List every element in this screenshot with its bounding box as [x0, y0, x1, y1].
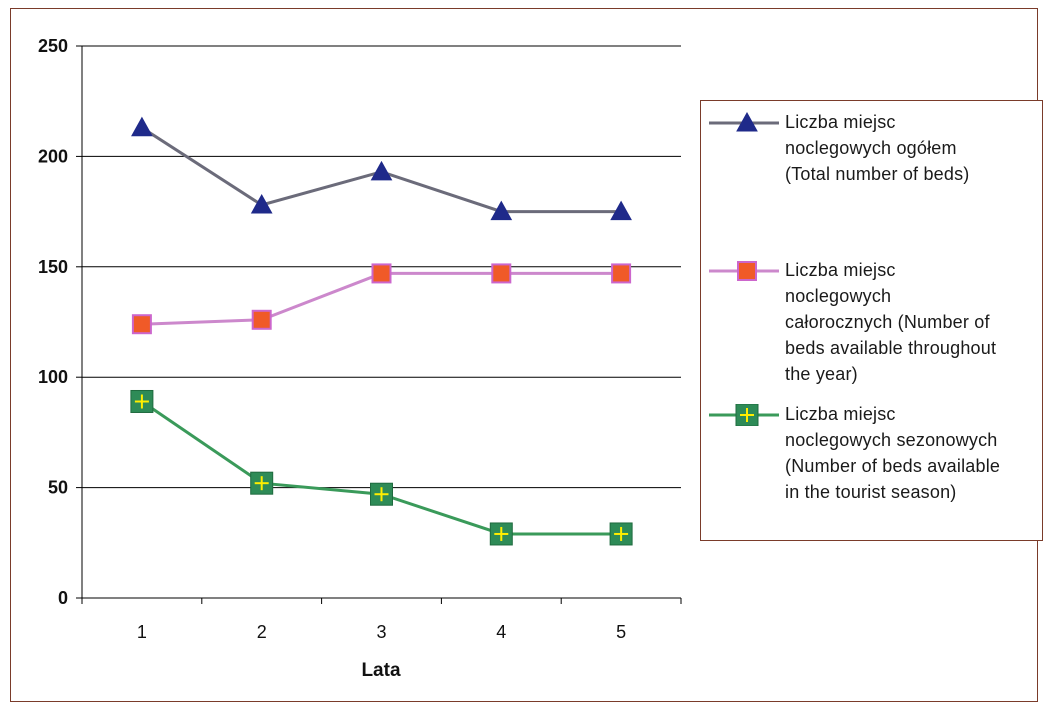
data-point	[609, 522, 633, 546]
legend-swatch-year-round	[709, 261, 779, 281]
y-tick-labels: 0 50 100 150 200 250	[38, 36, 68, 608]
data-point	[370, 482, 393, 506]
x-axis-title: Lata	[361, 660, 401, 681]
series-year-round	[131, 263, 632, 335]
series-line-seasonal	[141, 400, 622, 536]
axes	[76, 45, 682, 604]
legend-label-seasonal: Liczba miejsc noclegowych sezonowych (Nu…	[785, 404, 1001, 502]
data-point	[131, 314, 152, 335]
legend-label-total: Liczba miejsc noclegowych ogółem (Total …	[785, 112, 970, 184]
legend-swatch-total	[709, 112, 779, 132]
data-point	[130, 389, 154, 413]
data-point	[371, 263, 392, 284]
data-point	[370, 160, 393, 181]
data-point	[131, 116, 153, 137]
x-tick-label: 1	[137, 622, 147, 642]
y-tick-label: 100	[38, 367, 68, 387]
x-tick-label: 2	[257, 622, 267, 642]
data-point	[610, 200, 632, 221]
x-tick-label: 5	[616, 622, 626, 642]
series-total	[131, 116, 632, 221]
series-seasonal	[130, 389, 633, 546]
y-tick-label: 200	[38, 146, 68, 166]
legend-swatch-seasonal	[709, 404, 779, 426]
x-tick-labels: 1 2 3 4 5	[137, 622, 626, 642]
data-point	[250, 193, 273, 214]
data-point	[490, 200, 513, 221]
data-point	[611, 263, 632, 284]
legend-label-year-round: Liczba miejsc noclegowych całorocznych (…	[785, 260, 997, 384]
legend-marker	[737, 261, 757, 281]
grid-lines	[82, 45, 681, 489]
series	[130, 116, 633, 546]
x-tick-label: 4	[496, 622, 506, 642]
y-tick-label: 250	[38, 36, 68, 56]
legend-marker	[736, 112, 758, 132]
data-point	[489, 522, 513, 546]
data-point	[251, 309, 272, 330]
data-point	[491, 263, 512, 284]
legend-marker	[735, 404, 759, 426]
y-tick-label: 50	[48, 478, 68, 498]
legend: Liczba miejsc noclegowych ogółem (Total …	[700, 100, 1043, 541]
x-tick-label: 3	[376, 622, 386, 642]
y-tick-label: 150	[38, 257, 68, 277]
data-point	[250, 471, 274, 495]
y-tick-label: 0	[58, 588, 68, 608]
